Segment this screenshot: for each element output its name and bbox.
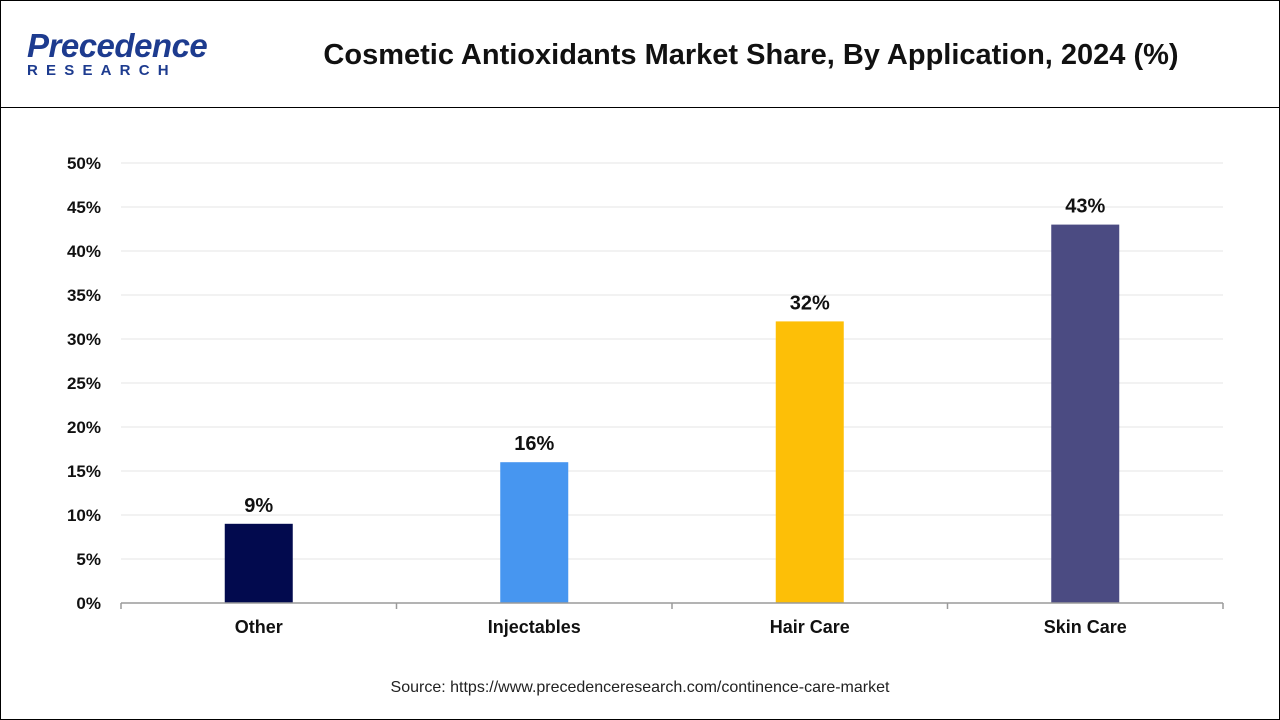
bar-hair-care — [775, 321, 844, 603]
bar-chart: 0% 5% 10% 15% 20% 25% 30% 35% 40% 45% 50% 9% 16% 32%… — [67, 154, 1224, 637]
y-tick-label: 10% — [67, 506, 101, 525]
x-axis: Other Injectables Hair Care Skin Care — [120, 602, 1224, 637]
header: Precedence RESEARCH Cosmetic Antioxidant… — [1, 1, 1279, 108]
source-note: Source: https://www.precedenceresearch.c… — [390, 679, 890, 696]
y-tick-label: 5% — [76, 550, 101, 569]
x-tick-label: Other — [235, 617, 283, 637]
bar-injectables — [500, 462, 569, 603]
data-labels: 9% 16% 32% 43% — [244, 196, 1105, 517]
y-tick-label: 20% — [67, 418, 101, 437]
x-tick-label: Hair Care — [770, 617, 850, 637]
brand-logo: Precedence RESEARCH — [23, 25, 223, 85]
y-tick-label: 25% — [67, 374, 101, 393]
y-tick-label: 0% — [76, 594, 101, 613]
y-axis-ticks: 0% 5% 10% 15% 20% 25% 30% 35% 40% 45% 50% — [67, 154, 101, 613]
logo-subtitle: RESEARCH — [27, 62, 177, 79]
grid-lines — [121, 162, 1223, 560]
data-label: 43% — [1065, 196, 1105, 218]
bar-other — [224, 523, 293, 603]
y-tick-label: 40% — [67, 242, 101, 261]
y-tick-label: 30% — [67, 330, 101, 349]
bars — [224, 224, 1120, 603]
y-tick-label: 50% — [67, 154, 101, 173]
bar-skin-care — [1051, 224, 1120, 603]
logo-wordmark: Precedence — [27, 27, 208, 64]
x-tick-label: Skin Care — [1044, 617, 1127, 637]
x-tick-label: Injectables — [488, 617, 581, 637]
data-label: 32% — [790, 292, 830, 314]
chart-title: Cosmetic Antioxidants Market Share, By A… — [323, 39, 1179, 71]
data-label: 16% — [514, 433, 554, 455]
y-tick-label: 35% — [67, 286, 101, 305]
data-label: 9% — [244, 495, 273, 517]
y-tick-label: 15% — [67, 462, 101, 481]
y-tick-label: 45% — [67, 198, 101, 217]
